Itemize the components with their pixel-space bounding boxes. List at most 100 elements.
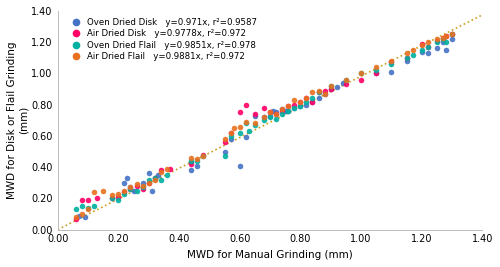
Point	[372, 71, 380, 76]
Point	[272, 112, 280, 116]
Point	[290, 106, 298, 110]
Point	[148, 189, 156, 193]
Point	[193, 157, 201, 162]
Point	[151, 176, 159, 180]
Point	[200, 152, 207, 157]
Point	[418, 43, 426, 48]
Point	[151, 178, 159, 182]
Point	[272, 112, 280, 116]
Point	[220, 140, 228, 144]
Point	[433, 38, 441, 43]
Point	[372, 65, 380, 69]
Point	[296, 104, 304, 108]
Point	[284, 104, 292, 108]
Y-axis label: MWD for Disk or Flail Grinding
(mm): MWD for Disk or Flail Grinding (mm)	[7, 42, 28, 199]
Point	[84, 198, 92, 202]
Point	[138, 185, 146, 190]
Point	[242, 135, 250, 140]
Point	[326, 84, 334, 88]
Point	[302, 96, 310, 101]
Point	[388, 62, 396, 66]
Point	[342, 77, 350, 82]
Point	[144, 178, 152, 182]
Point	[281, 109, 289, 113]
Point	[448, 32, 456, 37]
Point	[260, 118, 268, 123]
Point	[266, 110, 274, 115]
Point	[236, 110, 244, 115]
Point	[75, 213, 83, 218]
Point	[230, 126, 237, 130]
Point	[120, 192, 128, 196]
Point	[320, 92, 328, 96]
Point	[157, 178, 165, 182]
Point	[114, 192, 122, 196]
Point	[72, 217, 80, 221]
Point	[251, 123, 259, 127]
Point	[114, 195, 122, 199]
Point	[78, 204, 86, 208]
Point	[163, 173, 171, 177]
Point	[78, 198, 86, 202]
Point	[372, 71, 380, 76]
Point	[220, 150, 228, 154]
Point	[290, 106, 298, 110]
Point	[132, 182, 140, 186]
Point	[266, 115, 274, 119]
Point	[187, 160, 195, 164]
Point	[90, 190, 98, 194]
Point	[439, 35, 447, 40]
Point	[284, 109, 292, 113]
Point	[151, 176, 159, 180]
Point	[339, 81, 347, 85]
Point	[84, 207, 92, 211]
Point	[402, 51, 410, 55]
Point	[251, 121, 259, 125]
Point	[442, 34, 450, 38]
Point	[132, 184, 140, 188]
Point	[108, 196, 116, 201]
Point	[388, 59, 396, 63]
Point	[439, 35, 447, 40]
Point	[424, 45, 432, 49]
Point	[93, 196, 101, 201]
Point	[151, 176, 159, 180]
Point	[242, 103, 250, 107]
Point	[236, 124, 244, 129]
Point	[84, 206, 92, 210]
Point	[308, 90, 316, 94]
Point	[302, 96, 310, 101]
Point	[314, 96, 322, 101]
Point	[269, 109, 277, 113]
Point	[126, 185, 134, 190]
Point	[314, 88, 322, 93]
Point	[138, 181, 146, 185]
Point	[226, 131, 234, 135]
Point	[342, 77, 350, 82]
Point	[187, 156, 195, 160]
Point	[108, 196, 116, 201]
Point	[308, 99, 316, 104]
Point	[439, 40, 447, 44]
Point	[226, 134, 234, 138]
Point	[424, 45, 432, 49]
Point	[408, 53, 416, 57]
Point	[357, 71, 365, 76]
Point	[433, 37, 441, 41]
Point	[302, 99, 310, 104]
Point	[408, 48, 416, 52]
Point	[290, 98, 298, 102]
Point	[200, 154, 207, 158]
Point	[157, 168, 165, 172]
Point	[357, 77, 365, 82]
Point	[72, 215, 80, 219]
Point	[193, 159, 201, 163]
Point	[433, 40, 441, 44]
Point	[120, 190, 128, 194]
Point	[278, 107, 286, 112]
Point	[308, 96, 316, 101]
Point	[260, 115, 268, 119]
Point	[296, 99, 304, 104]
Point	[144, 181, 152, 185]
Point	[266, 110, 274, 115]
